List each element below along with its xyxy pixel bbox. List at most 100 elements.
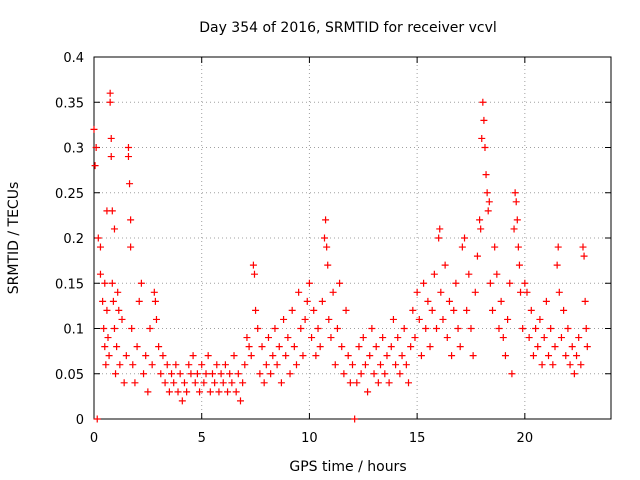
data-point-marker xyxy=(96,243,104,251)
data-point-marker xyxy=(320,234,328,242)
data-point-marker xyxy=(124,153,132,161)
data-point-marker xyxy=(583,343,591,351)
data-point-marker xyxy=(260,379,268,387)
data-point-marker xyxy=(469,352,477,360)
data-point-marker xyxy=(308,334,316,342)
data-point-marker xyxy=(497,297,505,305)
data-point-marker xyxy=(564,325,572,332)
data-point-marker xyxy=(277,379,285,387)
data-point-marker xyxy=(137,279,145,287)
data-point-marker xyxy=(241,361,249,369)
data-point-marker xyxy=(489,306,497,314)
data-point-marker xyxy=(120,379,128,387)
data-point-marker xyxy=(512,198,520,206)
y-tick-label: 0.15 xyxy=(55,277,84,292)
data-point-marker xyxy=(577,361,585,369)
data-point-marker xyxy=(99,297,107,305)
data-point-marker xyxy=(426,343,434,351)
data-point-marker xyxy=(323,243,331,251)
data-point-marker xyxy=(411,334,419,342)
data-point-marker xyxy=(133,343,141,351)
x-tick-label: 15 xyxy=(409,431,426,446)
data-point-marker xyxy=(144,388,152,396)
data-point-marker xyxy=(282,352,290,360)
data-point-marker xyxy=(146,325,154,332)
data-point-marker xyxy=(113,343,121,351)
data-point-marker xyxy=(110,325,118,332)
data-point-marker xyxy=(157,370,165,378)
data-point-marker xyxy=(510,225,518,233)
data-point-marker xyxy=(506,279,514,287)
data-point-marker xyxy=(385,379,393,387)
data-point-marker xyxy=(450,306,458,314)
data-point-marker xyxy=(142,352,150,360)
data-point-marker xyxy=(366,352,374,360)
data-point-marker xyxy=(542,297,550,305)
data-point-marker xyxy=(508,370,516,378)
data-point-marker xyxy=(247,352,255,360)
data-point-marker xyxy=(430,270,438,278)
data-point-marker xyxy=(324,261,332,269)
data-point-marker xyxy=(580,252,588,260)
y-tick-label: 0.35 xyxy=(55,96,84,111)
data-point-marker xyxy=(243,334,251,342)
data-point-marker xyxy=(525,334,533,342)
data-point-marker xyxy=(318,297,326,305)
data-point-marker xyxy=(456,343,464,351)
data-point-marker xyxy=(178,397,186,405)
data-point-marker xyxy=(355,343,363,351)
data-point-marker xyxy=(575,334,583,342)
data-point-marker xyxy=(284,334,292,342)
data-point-marker xyxy=(424,297,432,305)
data-point-marker xyxy=(314,325,322,332)
data-point-marker xyxy=(581,297,589,305)
data-point-marker xyxy=(159,352,167,360)
data-point-marker xyxy=(493,270,501,278)
data-point-marker xyxy=(327,334,335,342)
y-axis-label: SRMTID / TECUs xyxy=(6,182,22,295)
data-point-marker xyxy=(232,388,240,396)
y-tick-label: 0.4 xyxy=(63,51,84,66)
data-point-marker xyxy=(383,352,391,360)
x-tick-label: 20 xyxy=(517,431,534,446)
data-point-marker xyxy=(484,207,492,215)
data-point-marker xyxy=(211,379,219,387)
data-point-marker xyxy=(198,361,206,369)
data-point-marker xyxy=(110,225,118,233)
data-point-marker xyxy=(273,361,281,369)
data-point-marker xyxy=(297,325,305,332)
data-point-marker xyxy=(108,207,116,215)
data-point-marker xyxy=(420,279,428,287)
axis-ticks: 0 0.05 0.1 0.15 0.2 0.25 0.3 0.35 0.4 0 5 10 15 20 xyxy=(55,51,611,446)
data-point-marker xyxy=(364,388,372,396)
data-point-marker xyxy=(370,370,378,378)
data-point-marker xyxy=(495,325,503,332)
data-point-marker xyxy=(271,325,279,332)
data-point-marker xyxy=(461,234,469,242)
data-point-marker xyxy=(340,370,348,378)
data-point-marker xyxy=(292,361,300,369)
data-point-marker xyxy=(554,243,562,251)
data-point-marker xyxy=(206,388,214,396)
data-point-marker xyxy=(540,334,548,342)
data-point-marker xyxy=(534,343,542,351)
data-point-marker xyxy=(219,379,227,387)
data-point-marker xyxy=(105,352,113,360)
data-point-marker xyxy=(529,352,537,360)
data-point-marker xyxy=(176,370,184,378)
data-point-marker xyxy=(202,370,210,378)
data-point-marker xyxy=(415,315,423,323)
data-point-marker xyxy=(208,370,216,378)
data-point-marker xyxy=(239,379,247,387)
data-point-marker xyxy=(437,288,445,296)
data-point-marker xyxy=(213,361,221,369)
data-point-marker xyxy=(336,279,344,287)
data-point-marker xyxy=(189,352,197,360)
data-point-marker xyxy=(252,306,260,314)
data-point-marker xyxy=(100,325,108,332)
data-point-marker xyxy=(477,225,485,233)
data-point-marker xyxy=(482,171,490,179)
data-point-marker xyxy=(562,352,570,360)
data-point-marker xyxy=(582,325,590,332)
